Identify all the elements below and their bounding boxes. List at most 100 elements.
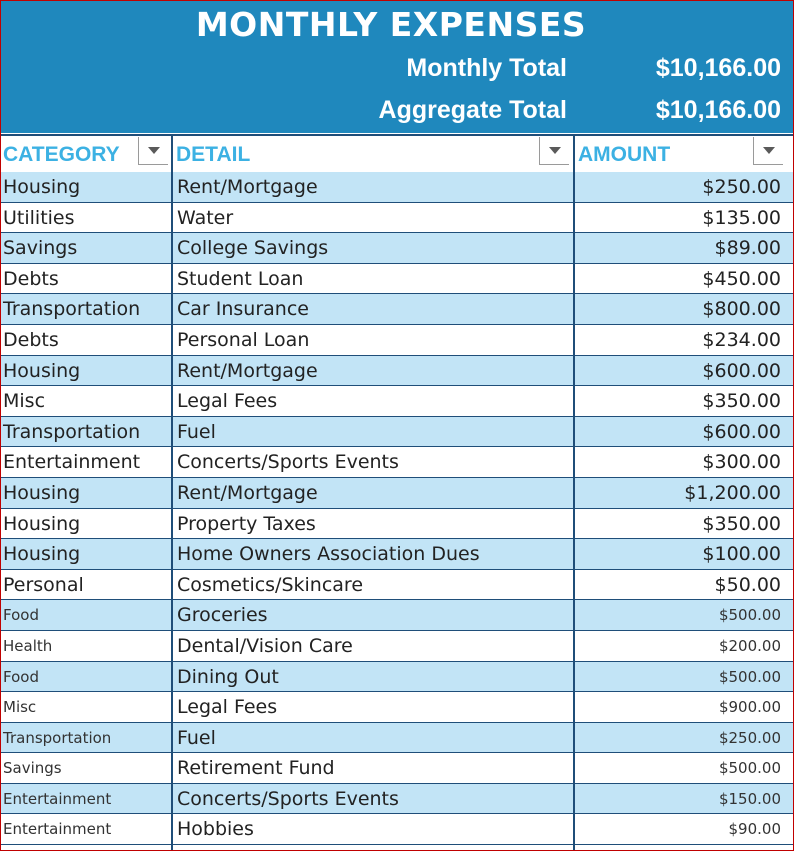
table-row: Housing Home Owners Association Dues $100.… (1, 539, 793, 570)
detail-cell[interactable]: Legal Fees (177, 390, 278, 413)
amount-cell[interactable]: $234.00 (702, 328, 781, 351)
detail-filter-button[interactable] (539, 137, 569, 165)
amount-cell[interactable]: $300.00 (702, 451, 781, 474)
category-filter-button[interactable] (138, 137, 168, 165)
table-row: Transportation Fuel $250.00 (1, 722, 793, 754)
amount-filter-button[interactable] (753, 137, 783, 165)
category-cell[interactable]: Housing (3, 359, 81, 382)
category-cell[interactable]: Transportation (3, 298, 141, 321)
detail-cell[interactable]: Rent/Mortgage (177, 359, 318, 382)
table-header: CATEGORY DETAIL AMOUNT (1, 134, 793, 174)
amount-cell[interactable]: $200.00 (718, 636, 781, 655)
detail-cell[interactable]: Home Owners Association Dues (177, 543, 480, 566)
table-row: Entertainment Concerts/Sports Events $300.… (1, 447, 793, 478)
amount-cell[interactable]: $350.00 (702, 390, 781, 413)
detail-cell[interactable]: Retirement Fund (177, 757, 335, 780)
detail-cell[interactable]: Concerts/Sports Events (177, 451, 399, 474)
category-cell[interactable]: Entertainment (3, 820, 112, 839)
table-row: Savings College Savings $89.00 (1, 233, 793, 264)
table-row: Food Groceries $500.00 (1, 600, 793, 631)
amount-cell[interactable]: $150.00 (718, 789, 781, 808)
amount-cell[interactable]: $90.00 (728, 820, 782, 839)
category-cell[interactable]: Housing (3, 512, 81, 535)
table-row: Transportation Car Insurance $800.00 (1, 294, 793, 325)
category-cell[interactable]: Housing (3, 481, 81, 504)
amount-cell[interactable]: $89.00 (714, 237, 781, 260)
amount-cell[interactable]: $50.00 (714, 573, 781, 596)
detail-cell[interactable]: Rent/Mortgage (177, 481, 318, 504)
detail-cell[interactable]: Water (177, 206, 234, 229)
aggregate-total-value[interactable]: $10,166.00 (655, 96, 781, 124)
detail-cell[interactable]: Personal Loan (177, 328, 310, 351)
table-row: Misc Legal Fees $900.00 (1, 692, 793, 723)
column-header-amount-label: AMOUNT (578, 143, 671, 166)
detail-cell[interactable]: Fuel (177, 726, 216, 749)
amount-cell[interactable]: $500.00 (718, 667, 781, 686)
detail-cell[interactable]: Car Insurance (177, 298, 309, 321)
category-cell[interactable]: Savings (3, 759, 62, 778)
column-header-detail[interactable]: DETAIL (174, 136, 574, 172)
amount-cell[interactable]: $1,200.00 (684, 481, 781, 504)
category-cell[interactable]: Savings (3, 237, 78, 260)
amount-cell[interactable]: $135.00 (702, 206, 781, 229)
category-cell[interactable]: Housing (3, 176, 81, 198)
monthly-total-value[interactable]: $10,166.00 (655, 54, 781, 82)
amount-cell[interactable]: $250.00 (718, 728, 781, 747)
category-cell[interactable]: Misc (3, 698, 37, 717)
detail-cell[interactable]: Dental/Vision Care (177, 634, 353, 657)
category-cell[interactable]: Transportation (3, 728, 112, 747)
column-header-category[interactable]: CATEGORY (1, 136, 171, 172)
category-cell[interactable]: Misc (3, 390, 46, 413)
title-banner: MONTHLY EXPENSES Monthly Total $10,166.0… (1, 1, 793, 133)
aggregate-total-label: Aggregate Total (378, 96, 567, 124)
detail-cell[interactable]: Property Taxes (177, 512, 316, 535)
amount-cell[interactable]: $450.00 (702, 267, 781, 290)
monthly-total-label: Monthly Total (406, 54, 567, 82)
table-row: Housing Rent/Mortgage $1,200.00 (1, 477, 793, 509)
column-header-detail-label: DETAIL (176, 143, 251, 166)
amount-cell[interactable]: $250.00 (702, 176, 781, 198)
table-body: Housing Rent/Mortgage $250.00 Utilities Wate… (1, 172, 793, 846)
detail-cell[interactable]: College Savings (177, 237, 329, 260)
detail-cell[interactable]: Fuel (177, 420, 216, 443)
category-cell[interactable]: Entertainment (3, 451, 141, 474)
amount-cell[interactable]: $350.00 (702, 512, 781, 535)
detail-cell[interactable]: Rent/Mortgage (177, 176, 318, 198)
column-header-amount[interactable]: AMOUNT (576, 136, 793, 172)
detail-cell[interactable]: Dining Out (177, 665, 279, 688)
detail-cell[interactable]: Hobbies (177, 818, 254, 841)
category-cell[interactable]: Health (3, 636, 53, 655)
category-cell[interactable]: Utilities (3, 206, 75, 229)
category-cell[interactable]: Housing (3, 543, 81, 566)
amount-cell[interactable]: $900.00 (718, 698, 781, 717)
detail-cell[interactable]: Groceries (177, 604, 268, 627)
detail-cell[interactable]: Legal Fees (177, 696, 278, 719)
table-row: Debts Student Loan $450.00 (1, 264, 793, 295)
amount-cell[interactable]: $800.00 (702, 298, 781, 321)
category-cell[interactable]: Entertainment (3, 789, 112, 808)
table-row: Health Dental/Vision Care $200.00 (1, 631, 793, 662)
category-cell[interactable]: Debts (3, 267, 59, 290)
table-row: Personal Cosmetics/Skincare $50.00 (1, 570, 793, 601)
table-row: Misc Legal Fees $350.00 (1, 386, 793, 417)
category-cell[interactable]: Food (3, 667, 39, 686)
table-row: Food Dining Out $500.00 (1, 661, 793, 693)
column-header-category-label: CATEGORY (3, 143, 120, 166)
column-divider (573, 134, 575, 850)
category-cell[interactable]: Food (3, 606, 39, 625)
amount-cell[interactable]: $600.00 (702, 359, 781, 382)
detail-cell[interactable]: Concerts/Sports Events (177, 787, 399, 810)
dropdown-arrow-icon (548, 147, 561, 154)
amount-cell[interactable]: $100.00 (702, 543, 781, 566)
detail-cell[interactable]: Student Loan (177, 267, 304, 290)
amount-cell[interactable]: $500.00 (718, 759, 781, 778)
table-row: Entertainment Hobbies $90.00 (1, 814, 793, 846)
table-row: Housing Property Taxes $350.00 (1, 509, 793, 540)
category-cell[interactable]: Debts (3, 328, 59, 351)
category-cell[interactable]: Transportation (3, 420, 141, 443)
category-cell[interactable]: Personal (3, 573, 84, 596)
detail-cell[interactable]: Cosmetics/Skincare (177, 573, 364, 596)
amount-cell[interactable]: $500.00 (718, 606, 781, 625)
amount-cell[interactable]: $600.00 (702, 420, 781, 443)
